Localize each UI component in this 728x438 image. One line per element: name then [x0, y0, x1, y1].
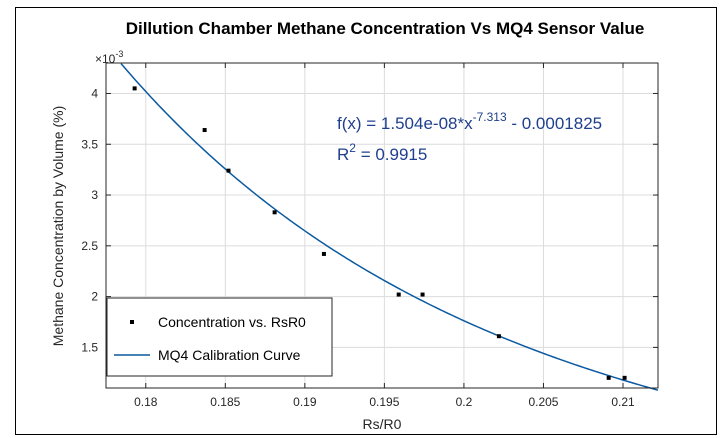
legend: Concentration vs. RsR0 MQ4 Calibration C… — [106, 297, 333, 377]
data-point — [496, 334, 501, 339]
x-tick-label: 0.21 — [611, 395, 635, 409]
y-tick-label: 3 — [91, 188, 98, 202]
x-axis-ticks: 0.18 0.185 0.19 0.195 0.2 0.205 0.21 — [134, 63, 635, 409]
calibration-curve-line — [120, 63, 659, 391]
x-tick-label: 0.195 — [369, 395, 399, 409]
y-axis-ticks: 1.5 2 2.5 3 3.5 4 — [81, 86, 658, 354]
data-point — [321, 251, 326, 256]
legend-box — [106, 297, 333, 377]
curve-layer — [120, 63, 659, 391]
legend-label-points: Concentration vs. RsR0 — [158, 314, 306, 330]
y-tick-label: 3.5 — [81, 137, 98, 151]
legend-label-curve: MQ4 Calibration Curve — [158, 347, 301, 363]
data-point — [226, 168, 231, 173]
y-axis-label: Methane Concentration by Volume (%) — [50, 106, 66, 346]
legend-marker-points — [130, 320, 134, 324]
y-tick-label: 4 — [91, 86, 98, 100]
data-point — [606, 375, 611, 380]
data-point — [396, 292, 401, 297]
points-layer — [132, 86, 627, 380]
data-point — [132, 86, 137, 91]
y-exponent-label: ×10-3 — [95, 49, 123, 66]
y-tick-label: 1.5 — [81, 340, 98, 354]
data-point — [272, 210, 277, 215]
y-tick-label: 2 — [91, 290, 98, 304]
x-tick-label: 0.205 — [528, 395, 558, 409]
fit-equation: f(x) = 1.504e-08*x-7.313 - 0.0001825 — [337, 110, 602, 133]
x-tick-label: 0.2 — [456, 395, 473, 409]
x-tick-label: 0.19 — [293, 395, 317, 409]
y-tick-label: 2.5 — [81, 239, 98, 253]
x-tick-label: 0.18 — [134, 395, 158, 409]
x-tick-label: 0.185 — [210, 395, 240, 409]
plot-box — [105, 62, 659, 389]
chart-title: Dillution Chamber Methane Concentration … — [126, 19, 645, 38]
data-point — [622, 375, 627, 380]
x-axis-label: Rs/R0 — [363, 416, 402, 432]
data-point — [202, 128, 207, 133]
r-squared-label: R2 = 0.9915 — [337, 141, 427, 164]
data-point — [420, 292, 425, 297]
